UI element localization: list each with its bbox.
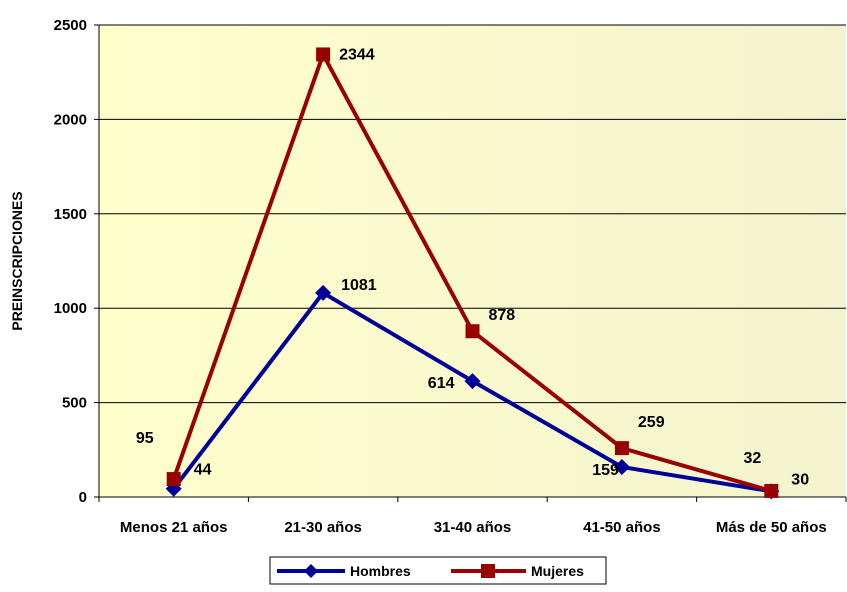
data-point-mujeres — [465, 324, 480, 339]
series — [165, 47, 780, 500]
data-label-hombres: 44 — [194, 462, 212, 479]
data-point-hombres — [315, 284, 332, 301]
data-point-mujeres — [614, 441, 629, 456]
data-label-mujeres: 32 — [744, 450, 762, 467]
y-tick-label: 2000 — [54, 111, 87, 128]
data-labels: 44 1081 614 159 30 95 2344 878 259 32 — [136, 46, 809, 488]
y-tick-label: 1500 — [54, 206, 87, 223]
x-tick-label: 31-40 años — [434, 519, 512, 536]
legend-marker-diamond — [304, 564, 318, 578]
x-tick-label: Menos 21 años — [120, 519, 228, 536]
data-label-mujeres: 259 — [638, 414, 665, 431]
y-tick-label: 0 — [79, 489, 87, 506]
gridlines — [99, 24, 846, 404]
data-label-hombres: 159 — [592, 462, 619, 479]
legend-label-mujeres: Mujeres — [531, 563, 584, 579]
y-tick-label: 1000 — [54, 300, 87, 317]
data-label-mujeres: 2344 — [339, 46, 375, 63]
data-point-mujeres — [316, 47, 331, 62]
data-label-hombres: 614 — [428, 375, 455, 392]
data-point-mujeres — [764, 483, 779, 498]
y-tick-label: 2500 — [54, 17, 87, 34]
data-label-hombres: 30 — [791, 471, 809, 488]
data-point-hombres — [464, 373, 481, 390]
axes: 0 500 1000 1500 2000 2500 Menos 21 años 21-30 a… — [54, 17, 847, 536]
legend-marker-square — [481, 564, 495, 578]
y-tick-label: 500 — [62, 395, 87, 412]
legend: Hombres Mujeres — [269, 556, 607, 585]
x-tick-label: Más de 50 años — [716, 519, 827, 536]
plot-area — [99, 25, 846, 497]
data-point-mujeres — [166, 472, 181, 487]
y-axis-title: PREINSCRIPCIONES — [9, 191, 25, 330]
data-label-hombres: 1081 — [341, 277, 377, 294]
x-tick-label: 41-50 años — [583, 519, 661, 536]
x-tick-label: 21-30 años — [284, 519, 362, 536]
data-label-mujeres: 878 — [489, 307, 516, 324]
data-point-hombres — [613, 458, 630, 475]
legend-label-hombres: Hombres — [350, 563, 411, 579]
data-label-mujeres: 95 — [136, 430, 154, 447]
